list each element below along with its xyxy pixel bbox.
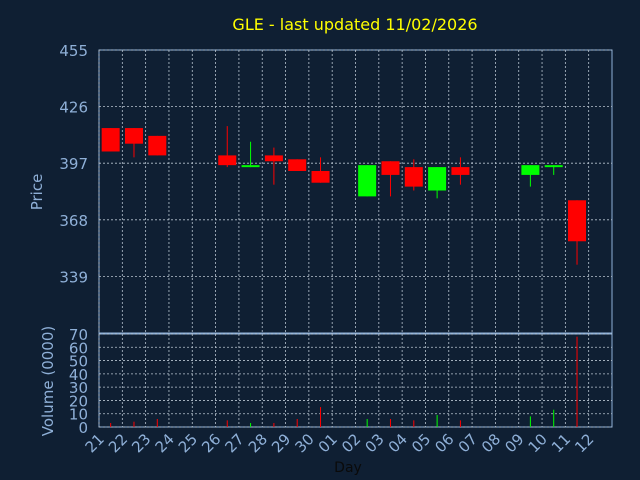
volume-grid	[98, 333, 612, 428]
volume-tick-label: 70	[69, 326, 88, 344]
price-tick-label: 397	[59, 155, 88, 173]
volume-tick-label: 20	[69, 392, 88, 410]
candle-body	[101, 128, 120, 152]
candle-body	[521, 165, 540, 175]
volume-bars	[110, 336, 578, 427]
candle-body	[124, 128, 143, 144]
price-tick-label: 426	[59, 99, 88, 117]
volume-tick-label: 10	[69, 406, 88, 424]
price-grid	[98, 49, 612, 333]
price-tick-label: 339	[59, 268, 88, 286]
price-tick-label: 455	[59, 42, 88, 60]
price-y-axis: 455 426 397 368 339	[59, 42, 88, 286]
volume-tick-label: 40	[69, 366, 88, 384]
candle-body	[311, 171, 330, 183]
volume-axis-label: Volume (0000)	[39, 326, 57, 436]
x-axis-label: Day	[334, 460, 362, 476]
volume-tick-label: 30	[69, 379, 88, 397]
candle-body	[218, 155, 237, 166]
candle-body	[288, 159, 307, 172]
candle-body	[404, 167, 423, 187]
chart-title: GLE - last updated 11/02/2026	[232, 15, 477, 34]
candle-body	[148, 135, 167, 156]
price-panel: 455 426 397 368 339	[59, 42, 613, 334]
volume-tick-label: 50	[69, 353, 88, 371]
price-tick-label: 368	[59, 212, 88, 230]
candles	[101, 126, 587, 265]
candle-body	[568, 200, 587, 242]
volume-tick-label: 0	[78, 419, 88, 437]
candle-body	[381, 161, 400, 175]
candle-body	[428, 167, 447, 191]
candle-body	[544, 165, 563, 168]
candle-body	[358, 165, 377, 197]
candle-body	[264, 155, 283, 162]
candle-body	[241, 165, 260, 168]
price-axis-label: Price	[28, 174, 46, 211]
candle-body	[451, 167, 470, 175]
volume-tick-label: 60	[69, 339, 88, 357]
